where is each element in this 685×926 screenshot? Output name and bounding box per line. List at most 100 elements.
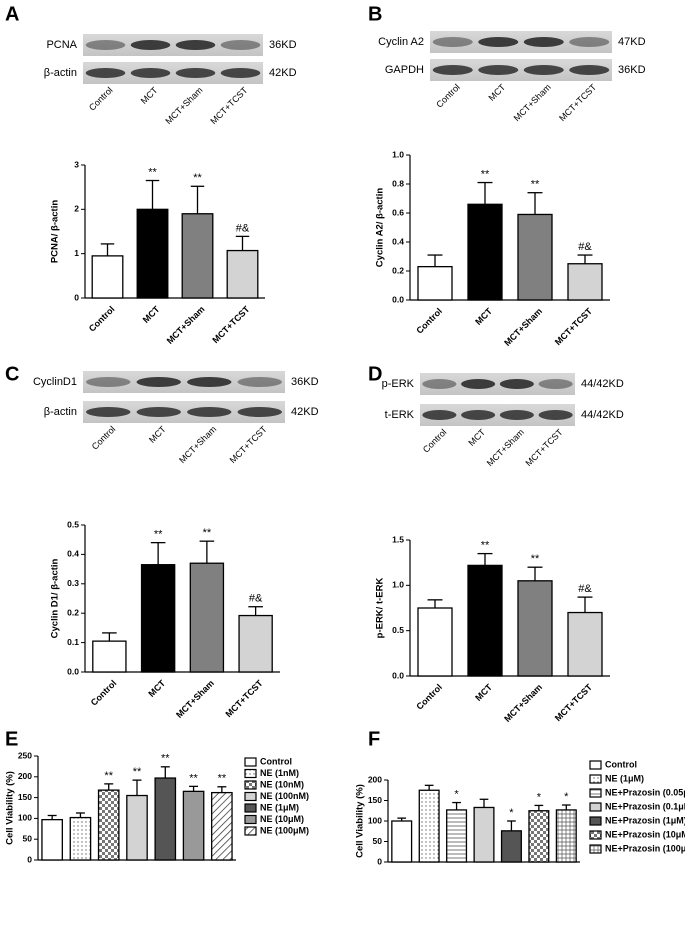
blot-band [86, 377, 131, 387]
legend-label: NE+Prazosin (100μM) [605, 843, 685, 853]
y-tick-label: 1 [74, 248, 79, 258]
error-bar [477, 552, 493, 566]
bar [417, 265, 453, 301]
bar [517, 580, 553, 677]
x-tick-label: MCT+TCST [553, 682, 595, 724]
blot-band [237, 377, 282, 387]
blot-size-label: 36KD [291, 376, 319, 388]
lane-label: Control [434, 82, 462, 110]
error-bar [150, 541, 166, 565]
x-tick-label: MCT+Sham [174, 678, 216, 720]
blot-size-label: 36KD [269, 39, 297, 51]
y-axis-label: PCNA/ β-actin [50, 200, 61, 264]
error-bar [75, 812, 85, 818]
bar [92, 640, 127, 673]
blot-strip [430, 59, 612, 81]
blot-band [432, 37, 473, 47]
significance-label: * [454, 788, 459, 800]
x-tick-label: Control [89, 678, 119, 708]
bar [140, 564, 176, 673]
x-tick-label: MCT+TCST [553, 306, 595, 348]
blot-strip [83, 371, 285, 393]
y-tick-label: 0 [377, 856, 382, 866]
y-tick-label: 0 [27, 854, 32, 864]
lane-label: MCT [139, 85, 160, 106]
legend-swatch [244, 803, 257, 813]
bar [41, 818, 63, 861]
significance-label: ** [104, 770, 113, 782]
panel-letter: C [5, 363, 19, 385]
error-bar [534, 804, 544, 811]
lane-label: MCT+TCST [524, 427, 566, 469]
blot-band [422, 410, 457, 420]
y-tick-label: 0.5 [67, 519, 79, 529]
x-tick-label: MCT [473, 306, 494, 327]
blot-row-label: CyclinD1 [33, 376, 77, 388]
blot-band [85, 68, 126, 78]
blot-band [136, 377, 181, 387]
legend-label: NE+Prazosin (0.05μM) [605, 787, 685, 797]
bar [181, 213, 214, 299]
y-tick-label: 0 [74, 292, 79, 302]
error-bar [104, 783, 114, 791]
bar [467, 203, 503, 301]
significance-label: ** [133, 766, 142, 778]
x-tick-label: MCT+Sham [165, 304, 207, 346]
error-bar [102, 632, 117, 642]
x-tick-label: MCT+TCST [224, 678, 266, 720]
significance-label: ** [161, 753, 170, 765]
error-bar [397, 817, 407, 821]
bar [567, 611, 603, 677]
bar [567, 263, 603, 301]
y-tick-label: 0.2 [67, 607, 79, 617]
error-bar [190, 185, 205, 214]
x-tick-label: Control [414, 306, 444, 336]
significance-label: ** [193, 172, 202, 184]
lane-label: Control [87, 85, 115, 113]
y-tick-label: 200 [368, 774, 382, 784]
significance-label: #& [249, 593, 263, 605]
y-tick-label: 150 [368, 795, 382, 805]
blot-row-label: β-actin [44, 67, 77, 79]
lane-label: MCT+Sham [485, 427, 526, 468]
y-tick-label: 150 [18, 792, 32, 802]
bar [528, 810, 550, 863]
y-tick-label: 50 [373, 836, 383, 846]
blot-size-label: 44/42KD [581, 409, 624, 421]
error-bar [189, 785, 199, 792]
x-tick-label: MCT+Sham [502, 306, 544, 348]
lane-label: Control [90, 424, 118, 452]
legend-label: NE (10nM) [260, 779, 304, 789]
error-bar [479, 798, 489, 808]
y-tick-label: 2 [74, 204, 79, 214]
error-bar [452, 801, 461, 810]
blot-strip [430, 31, 612, 53]
bar [417, 607, 453, 677]
significance-label: ** [481, 168, 490, 180]
y-tick-label: 0.0 [392, 294, 404, 304]
y-tick-label: 50 [23, 833, 33, 843]
blot-band [422, 379, 457, 389]
lane-label: Control [421, 427, 449, 455]
significance-label: * [564, 791, 569, 803]
y-tick-label: 0.1 [67, 637, 79, 647]
panel-letter: E [5, 728, 18, 750]
y-tick-label: 0.5 [392, 625, 404, 635]
blot-row-label: PCNA [46, 39, 77, 51]
error-bar [47, 814, 57, 820]
blot-row-label: Cyclin A2 [378, 36, 424, 48]
blot-band [461, 379, 496, 389]
blot-row-label: t-ERK [385, 409, 415, 421]
blot-band [86, 407, 131, 417]
y-tick-label: 100 [368, 815, 382, 825]
legend-swatch [244, 791, 257, 802]
lane-label: MCT [486, 82, 507, 103]
y-axis-label: Cyclin A2/ β-actin [375, 188, 386, 268]
blot-band [85, 40, 126, 50]
blot-band [220, 40, 261, 50]
legend-swatch [589, 788, 602, 798]
blot-strip [420, 404, 575, 426]
error-bar [577, 596, 593, 613]
blot-band [187, 407, 232, 417]
